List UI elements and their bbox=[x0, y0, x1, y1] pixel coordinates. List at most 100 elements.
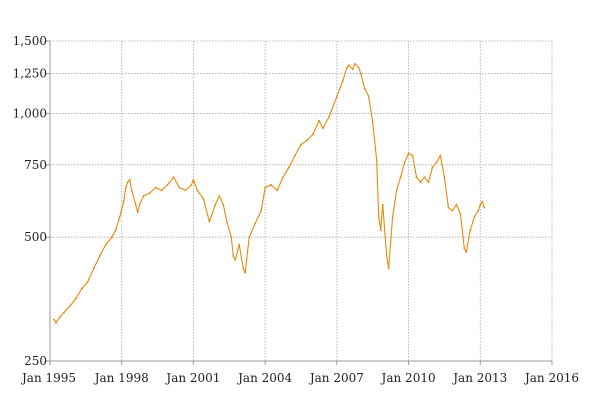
data-point bbox=[190, 184, 193, 186]
data-point bbox=[260, 209, 263, 212]
data-point bbox=[202, 197, 205, 200]
data-point bbox=[336, 95, 338, 98]
data-point bbox=[294, 154, 296, 157]
data-point bbox=[465, 251, 468, 254]
data-point bbox=[463, 247, 466, 250]
data-point bbox=[455, 203, 458, 206]
data-point bbox=[477, 209, 480, 212]
y-tick-label: 250 bbox=[24, 354, 47, 368]
data-point bbox=[459, 212, 462, 215]
x-tick-label: Jan 2001 bbox=[164, 371, 220, 385]
data-point bbox=[166, 184, 169, 186]
data-point bbox=[312, 133, 314, 136]
data-point bbox=[439, 154, 442, 157]
data-point bbox=[322, 127, 324, 130]
x-tick-label: Jan 2004 bbox=[236, 371, 292, 385]
data-point bbox=[126, 181, 129, 184]
data-point bbox=[407, 152, 410, 155]
data-point bbox=[138, 203, 141, 206]
data-point bbox=[226, 222, 229, 225]
data-point bbox=[128, 178, 131, 181]
data-point bbox=[196, 189, 199, 192]
data-point bbox=[435, 161, 438, 164]
data-point bbox=[242, 267, 245, 270]
y-tick-label: 1,500 bbox=[13, 34, 47, 48]
data-point bbox=[118, 216, 121, 218]
x-tick-label: Jan 2016 bbox=[523, 371, 579, 385]
data-point bbox=[114, 229, 117, 232]
data-point bbox=[86, 280, 89, 283]
data-point bbox=[110, 236, 113, 239]
data-point bbox=[130, 189, 133, 192]
x-tick-label: Jan 1998 bbox=[93, 371, 149, 385]
data-point bbox=[479, 203, 482, 206]
data-point bbox=[248, 236, 251, 239]
data-point bbox=[154, 186, 157, 189]
x-tick-label: Jan 2010 bbox=[380, 371, 436, 385]
data-point bbox=[483, 206, 486, 209]
data-point bbox=[419, 181, 422, 184]
data-point bbox=[160, 189, 163, 192]
data-point bbox=[222, 203, 225, 206]
data-point bbox=[192, 178, 195, 181]
data-point bbox=[395, 189, 398, 192]
data-point bbox=[75, 297, 77, 300]
data-point bbox=[208, 220, 211, 223]
x-tick-labels: Jan 1995 Jan 1998 Jan 2001 Jan 2004 Jan 2007… bbox=[20, 371, 579, 385]
data-point bbox=[385, 255, 388, 257]
x-tick-label: Jan 1995 bbox=[20, 371, 76, 385]
data-point bbox=[232, 255, 235, 257]
data-point bbox=[451, 209, 454, 212]
data-point bbox=[399, 176, 402, 179]
series-line bbox=[53, 63, 485, 324]
axes bbox=[46, 40, 553, 365]
data-point bbox=[172, 176, 175, 179]
data-point bbox=[469, 229, 472, 232]
data-point bbox=[347, 64, 350, 67]
data-point bbox=[427, 181, 430, 184]
data-point bbox=[59, 316, 61, 318]
data-point bbox=[443, 176, 446, 179]
data-point bbox=[134, 203, 137, 206]
data-point bbox=[431, 166, 434, 169]
data-point bbox=[345, 67, 348, 69]
data-point bbox=[391, 216, 394, 218]
data-point bbox=[473, 216, 476, 218]
data-point bbox=[381, 203, 384, 206]
y-tick-label: 1,250 bbox=[13, 67, 47, 81]
data-point bbox=[63, 311, 65, 314]
y-tick-label: 1,000 bbox=[13, 106, 47, 120]
data-point bbox=[122, 200, 125, 203]
data-point bbox=[353, 62, 356, 65]
data-point bbox=[254, 222, 257, 225]
data-point bbox=[403, 161, 406, 164]
data-point bbox=[69, 305, 71, 307]
data-point bbox=[481, 200, 484, 203]
y-tick-label: 750 bbox=[24, 158, 47, 172]
data-point bbox=[244, 271, 247, 274]
data-point bbox=[142, 195, 145, 197]
data-point bbox=[288, 166, 290, 169]
data-point bbox=[98, 255, 101, 257]
data-point bbox=[379, 229, 382, 232]
data-point bbox=[351, 68, 354, 71]
data-point bbox=[300, 143, 302, 146]
data-point bbox=[234, 259, 237, 261]
data-point bbox=[371, 121, 374, 124]
data-point bbox=[447, 206, 450, 209]
data-point bbox=[411, 154, 414, 157]
data-point bbox=[104, 243, 107, 246]
data-point bbox=[92, 267, 95, 270]
x-tick-label: Jan 2013 bbox=[451, 371, 507, 385]
data-point bbox=[218, 195, 221, 197]
data-point bbox=[136, 211, 139, 214]
y-tick-labels: 250 500 750 1,000 1,250 1,500 bbox=[13, 34, 47, 368]
series-layer bbox=[53, 62, 486, 324]
data-point bbox=[306, 139, 308, 142]
data-point bbox=[124, 186, 127, 189]
data-point bbox=[359, 72, 362, 75]
data-point bbox=[214, 203, 217, 206]
gridlines bbox=[49, 40, 553, 362]
data-point bbox=[377, 216, 380, 218]
